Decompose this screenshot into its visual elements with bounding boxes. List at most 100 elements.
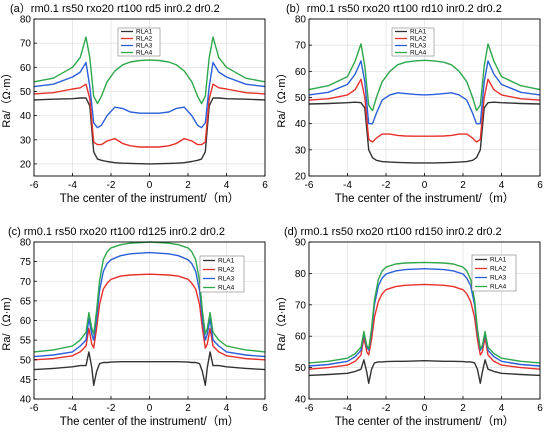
panel-title: (c) rm0.1 rs50 rxo20 rt100 rd125 inr0.2 … [8, 226, 225, 238]
y-tick-label: 50 [20, 355, 32, 366]
y-tick-label: 65 [20, 296, 32, 307]
x-tick-label: 4 [499, 180, 505, 191]
x-tick-label: -4 [343, 403, 352, 414]
y-tick-label: 50 [295, 93, 307, 104]
y-tick-label: 30 [20, 135, 32, 146]
y-tick-label: 80 [20, 238, 32, 249]
y-tick-label: 70 [295, 300, 307, 311]
y-axis-label: Ra/（Ω·m） [0, 290, 13, 350]
x-tick-label: -2 [107, 403, 116, 414]
series-line-rla2 [33, 273, 266, 361]
y-tick-label: 20 [20, 159, 32, 170]
x-tick-label: 0 [147, 180, 153, 191]
x-tick-label: 6 [262, 180, 268, 191]
legend: RLA1 RLA2 RLA3 RLA4 [199, 255, 245, 293]
legend-label: RLA2 [218, 267, 235, 274]
legend-box [199, 255, 245, 293]
legend-label: RLA4 [218, 285, 235, 292]
x-tick-label: 2 [460, 403, 466, 414]
legend-label: RLA3 [218, 276, 235, 283]
panel-c: (c) rm0.1 rs50 rxo20 rt100 rd125 inr0.2 … [0, 226, 268, 428]
y-axis-label: Ra/（Ω·m） [275, 290, 288, 350]
panel-d: (d) rm0.1 rs50 rxo20 rt100 rd150 inr0.2 … [275, 226, 543, 428]
series-line-rla3 [308, 60, 541, 125]
x-tick-label: -2 [382, 180, 391, 191]
series-line-rla2 [308, 78, 541, 143]
x-axis-label: The center of the instrument/（m） [335, 192, 515, 205]
x-tick-label: -2 [382, 403, 391, 414]
legend-label: RLA2 [410, 36, 427, 43]
y-tick-label: 55 [20, 336, 32, 347]
panel-b: (b）rm0.1 rs50 rxo20 rt100 rd10 inr0.2 dr… [275, 2, 543, 205]
y-tick-label: 80 [295, 15, 307, 26]
y-tick-label: 40 [20, 395, 32, 406]
y-tick-label: 60 [20, 316, 32, 327]
y-tick-label: 60 [20, 63, 32, 74]
y-tick-label: 30 [295, 145, 307, 156]
x-tick-label: -6 [30, 180, 39, 191]
x-tick-label: 0 [422, 180, 428, 191]
series-line-rla2 [33, 83, 266, 148]
legend-box [471, 254, 517, 292]
y-tick-label: 90 [295, 238, 307, 249]
x-tick-label: 2 [460, 180, 466, 191]
x-tick-label: -6 [305, 180, 314, 191]
y-tick-label: 40 [295, 119, 307, 130]
legend-label: RLA3 [410, 43, 427, 50]
y-tick-label: 50 [295, 363, 307, 374]
x-tick-label: 2 [185, 403, 191, 414]
y-axis-label: Ra/（Ω·m） [0, 67, 13, 127]
y-tick-label: 70 [20, 39, 32, 50]
x-tick-label: 4 [224, 180, 230, 191]
legend-box [117, 27, 161, 57]
x-axis-label: The center of the instrument/（m） [60, 415, 240, 428]
y-tick-label: 80 [20, 15, 32, 26]
x-tick-label: 4 [499, 403, 505, 414]
series-line-rla1 [33, 97, 266, 165]
series-line-rla3 [33, 61, 266, 129]
x-tick-label: 6 [537, 403, 543, 414]
series-line-rla1 [308, 101, 541, 164]
x-axis-label: The center of the instrument/（m） [60, 192, 240, 205]
x-tick-label: -6 [305, 403, 314, 414]
series-group [33, 36, 266, 165]
x-tick-label: -4 [343, 180, 352, 191]
x-tick-label: -4 [68, 403, 77, 414]
series-line-rla1 [33, 351, 266, 386]
y-tick-label: 45 [20, 375, 32, 386]
panel-title: (d) rm0.1 rs50 rxo20 rt100 rd150 inr0.2 … [284, 226, 502, 238]
panel-a: (a）rm0.1 rs50 rxo20 rt100 rd5 inr0.2 dr0… [0, 2, 268, 205]
x-tick-label: 4 [224, 403, 230, 414]
y-tick-label: 70 [295, 41, 307, 52]
legend-label: RLA4 [410, 50, 427, 57]
legend-label: RLA1 [410, 29, 427, 36]
x-tick-label: 0 [422, 403, 428, 414]
x-tick-label: 0 [147, 403, 153, 414]
x-tick-label: 2 [185, 180, 191, 191]
series-group [308, 261, 541, 384]
legend-label: RLA4 [136, 50, 153, 57]
series-line-rla4 [308, 43, 541, 112]
legend-label: RLA1 [136, 29, 153, 36]
legend-label: RLA2 [136, 36, 153, 43]
y-tick-label: 75 [20, 257, 32, 268]
series-line-rla3 [33, 251, 266, 358]
x-tick-label: -6 [30, 403, 39, 414]
legend-label: RLA1 [218, 258, 235, 265]
legend-box [391, 27, 435, 57]
legend-label: RLA2 [490, 266, 507, 273]
y-tick-label: 60 [295, 67, 307, 78]
y-tick-label: 80 [295, 269, 307, 280]
x-tick-label: -4 [68, 180, 77, 191]
series-line-rla2 [308, 283, 541, 370]
x-tick-label: 6 [537, 180, 543, 191]
y-tick-label: 60 [295, 332, 307, 343]
series-group [308, 43, 541, 164]
legend-label: RLA4 [490, 284, 507, 291]
y-tick-label: 20 [295, 172, 307, 183]
y-tick-label: 50 [20, 87, 32, 98]
